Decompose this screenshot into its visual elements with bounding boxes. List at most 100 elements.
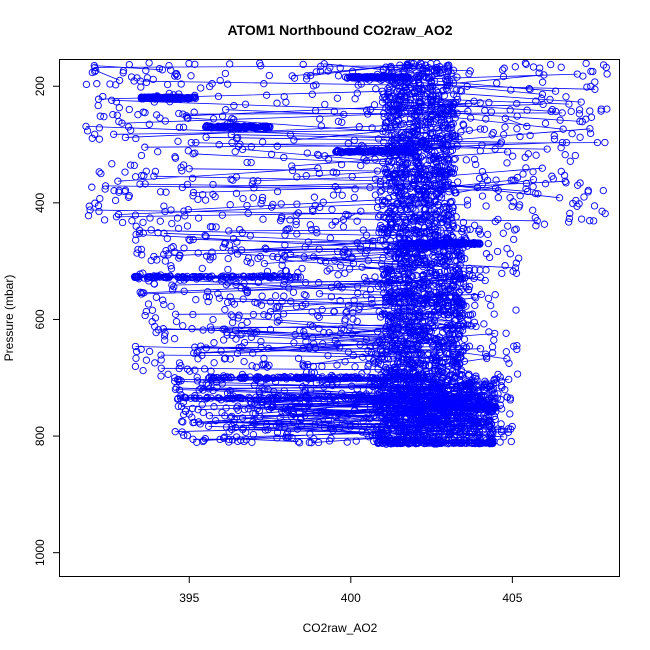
data-point [425,349,433,358]
data-point [177,362,185,370]
data-point [494,194,502,202]
data-point [531,214,539,222]
data-point [400,92,409,100]
data-point [355,305,363,313]
data-point [457,256,466,264]
data-point [438,218,446,226]
data-point [352,437,360,445]
data-point [377,181,385,189]
data-point [489,129,497,137]
data-point [207,326,215,334]
data-point [109,110,117,119]
data-point [341,358,349,366]
data-point [385,278,393,286]
data-point [119,67,128,75]
data-point [151,314,160,322]
data-point [152,293,161,301]
data-point [319,340,327,348]
data-point [257,301,266,309]
data-point [422,118,430,126]
data-point [243,158,251,167]
data-point [423,298,431,306]
data-point [300,362,309,371]
data-point [580,193,588,201]
data-point [188,174,197,182]
data-point [336,297,344,305]
data-point [376,221,385,230]
data-point [108,96,116,104]
data-point [142,307,150,316]
data-point [449,129,457,138]
data-point [309,207,317,216]
data-point [293,200,301,208]
data-point [189,310,197,319]
data-point [451,264,459,273]
data-point [366,183,374,192]
data-point [481,350,490,358]
data-point [414,112,422,121]
data-point [419,271,427,279]
data-point [393,105,402,114]
data-point [464,100,472,108]
data-point [408,345,417,354]
data-point [432,334,441,343]
data-point [494,215,502,224]
data-point [91,130,99,138]
data-point [334,185,342,194]
data-point [234,134,242,142]
data-point [391,169,399,177]
data-point [169,286,177,294]
data-point [372,85,380,93]
data-point [159,296,167,304]
data-point [223,331,231,339]
data-point [142,167,150,175]
data-point [341,269,349,277]
data-point [529,206,537,214]
data-point [210,339,218,347]
data-point [133,249,141,257]
data-point [485,328,493,336]
data-point [221,69,230,78]
data-point [416,230,425,238]
data-point [232,335,240,343]
data-point [280,153,288,162]
data-point [353,317,361,326]
data-point [404,351,413,359]
data-point [421,294,429,302]
data-point [532,222,540,230]
data-point [273,253,282,261]
data-point [499,72,508,81]
data-point [290,74,299,82]
data-point [432,65,441,73]
data-point [387,267,396,275]
data-point [481,106,489,115]
data-point [456,353,464,361]
data-point [137,290,146,298]
data-point [167,302,175,311]
data-point [416,98,424,106]
data-point [211,193,219,201]
data-point [433,207,441,216]
data-point [424,120,432,129]
data-point [567,107,575,116]
data-point [393,340,401,348]
data-point [157,351,165,359]
data-point [338,284,346,292]
data-point [380,289,388,297]
data-point [221,306,229,314]
data-point [408,90,416,98]
data-point [181,212,189,220]
data-point [446,334,454,342]
data-point [389,271,397,279]
data-point [455,306,464,315]
data-point [326,234,334,242]
data-point [244,254,253,262]
data-point [369,237,377,245]
data-point [169,243,177,251]
data-point [422,73,430,82]
data-point [421,212,429,220]
data-point [428,73,436,81]
data-point [465,267,473,275]
data-point [141,143,149,151]
